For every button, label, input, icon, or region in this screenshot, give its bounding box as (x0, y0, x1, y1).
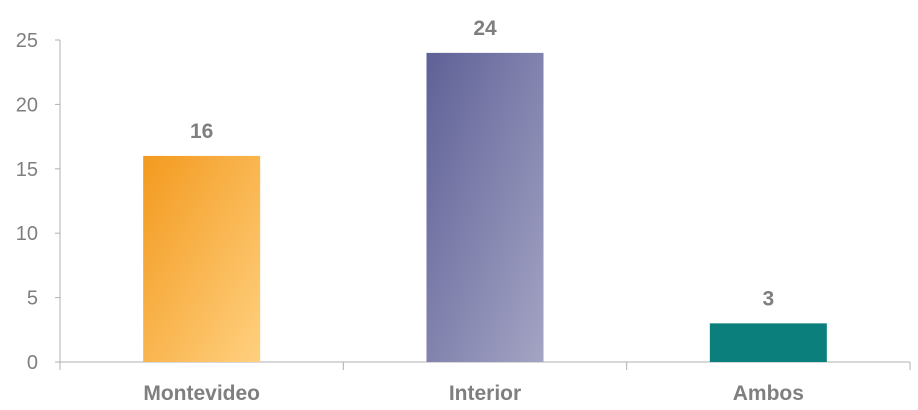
bars (143, 52, 827, 362)
y-tick-label: 15 (16, 159, 38, 181)
y-tick-label: 0 (27, 352, 38, 374)
data-label-montevideo: 16 (190, 120, 213, 143)
y-tick-label: 10 (16, 223, 38, 245)
y-tick-label: 20 (16, 94, 38, 116)
bar-montevideo (143, 155, 261, 362)
data-label-ambos: 3 (762, 287, 774, 310)
category-labels: Montevideo Interior Ambos (143, 382, 804, 405)
y-axis: 0 5 10 15 20 25 (16, 30, 61, 374)
category-label-interior: Interior (449, 382, 521, 405)
y-tick-label: 25 (16, 30, 38, 52)
category-label-montevideo: Montevideo (143, 382, 260, 405)
data-label-interior: 24 (473, 17, 497, 40)
category-label-ambos: Ambos (733, 382, 804, 405)
data-labels: 16 24 3 (190, 17, 774, 310)
bar-interior (426, 52, 544, 362)
y-tick-label: 5 (27, 288, 38, 310)
bar-ambos (709, 323, 827, 362)
x-axis (59, 361, 911, 370)
